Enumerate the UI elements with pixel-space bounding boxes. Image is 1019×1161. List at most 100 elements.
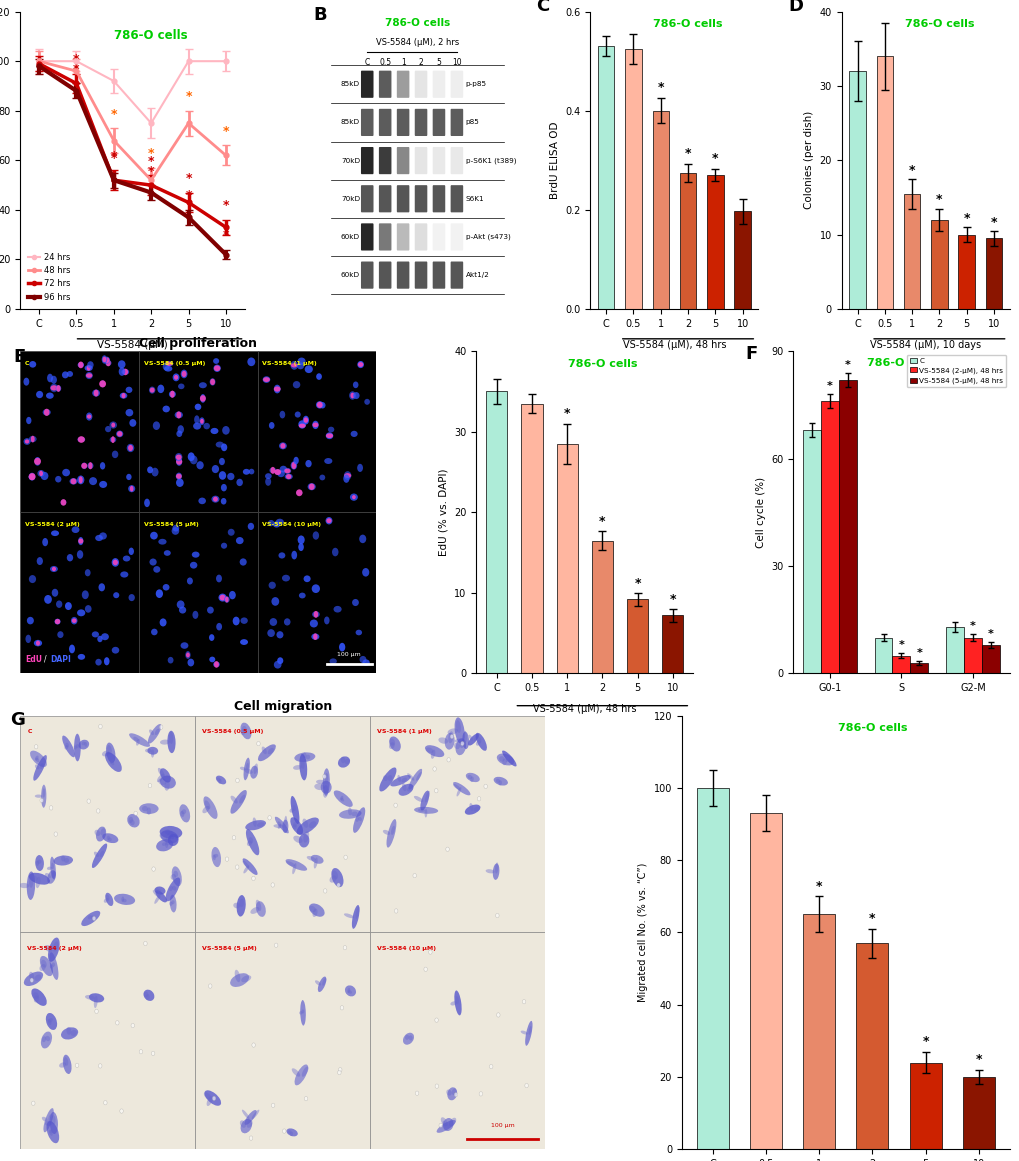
Ellipse shape bbox=[249, 837, 253, 843]
Ellipse shape bbox=[35, 794, 43, 798]
Ellipse shape bbox=[249, 469, 254, 475]
Ellipse shape bbox=[297, 362, 304, 369]
Text: C: C bbox=[25, 361, 30, 366]
Bar bbox=[892, 656, 910, 673]
Ellipse shape bbox=[181, 809, 186, 814]
FancyBboxPatch shape bbox=[432, 109, 445, 136]
Text: *: * bbox=[989, 216, 997, 229]
Ellipse shape bbox=[425, 791, 429, 802]
Circle shape bbox=[95, 1009, 98, 1014]
Ellipse shape bbox=[128, 485, 136, 492]
Ellipse shape bbox=[299, 834, 309, 848]
Ellipse shape bbox=[319, 402, 325, 409]
Bar bbox=[652, 110, 668, 309]
Ellipse shape bbox=[175, 453, 182, 461]
Bar bbox=[139, 352, 258, 512]
Ellipse shape bbox=[160, 830, 178, 843]
Ellipse shape bbox=[26, 616, 34, 625]
FancyBboxPatch shape bbox=[361, 147, 373, 174]
Ellipse shape bbox=[36, 641, 40, 646]
FancyBboxPatch shape bbox=[396, 185, 409, 212]
Ellipse shape bbox=[204, 1090, 221, 1105]
Ellipse shape bbox=[149, 729, 154, 735]
Ellipse shape bbox=[159, 832, 168, 839]
Ellipse shape bbox=[323, 785, 328, 798]
Ellipse shape bbox=[325, 432, 333, 439]
Text: *: * bbox=[915, 648, 921, 658]
Ellipse shape bbox=[344, 986, 356, 996]
Circle shape bbox=[432, 766, 436, 771]
Ellipse shape bbox=[246, 763, 249, 770]
Text: 60kD: 60kD bbox=[340, 233, 360, 240]
Bar bbox=[20, 512, 139, 673]
Circle shape bbox=[434, 788, 437, 793]
Ellipse shape bbox=[154, 888, 159, 893]
Text: B: B bbox=[313, 6, 327, 23]
Ellipse shape bbox=[45, 1120, 53, 1126]
Circle shape bbox=[212, 1096, 216, 1101]
Ellipse shape bbox=[455, 720, 461, 733]
Text: VS-5584 (1 μM): VS-5584 (1 μM) bbox=[262, 361, 317, 366]
Ellipse shape bbox=[85, 742, 88, 747]
Ellipse shape bbox=[459, 741, 465, 748]
Ellipse shape bbox=[299, 1011, 303, 1015]
Ellipse shape bbox=[239, 899, 244, 907]
Ellipse shape bbox=[246, 829, 259, 856]
Circle shape bbox=[30, 978, 34, 982]
Ellipse shape bbox=[309, 903, 324, 917]
Ellipse shape bbox=[71, 526, 79, 533]
Circle shape bbox=[35, 744, 38, 749]
Circle shape bbox=[424, 967, 427, 972]
Ellipse shape bbox=[240, 975, 251, 982]
Ellipse shape bbox=[347, 807, 352, 815]
Ellipse shape bbox=[36, 391, 43, 398]
Ellipse shape bbox=[56, 385, 61, 391]
Ellipse shape bbox=[48, 1115, 52, 1122]
Ellipse shape bbox=[262, 747, 267, 755]
Ellipse shape bbox=[409, 1036, 413, 1040]
Ellipse shape bbox=[39, 470, 43, 476]
Ellipse shape bbox=[30, 361, 37, 368]
Ellipse shape bbox=[305, 366, 313, 373]
Ellipse shape bbox=[338, 643, 345, 651]
Ellipse shape bbox=[452, 783, 470, 795]
FancyBboxPatch shape bbox=[378, 185, 391, 212]
Ellipse shape bbox=[203, 423, 210, 430]
Ellipse shape bbox=[23, 972, 43, 986]
Ellipse shape bbox=[273, 661, 281, 669]
Ellipse shape bbox=[86, 412, 93, 420]
Ellipse shape bbox=[92, 632, 99, 637]
Ellipse shape bbox=[94, 996, 98, 1008]
Ellipse shape bbox=[292, 824, 297, 830]
Ellipse shape bbox=[312, 611, 319, 618]
Text: *: * bbox=[222, 125, 229, 138]
Ellipse shape bbox=[312, 584, 320, 593]
Ellipse shape bbox=[414, 796, 423, 802]
Ellipse shape bbox=[311, 634, 319, 640]
Ellipse shape bbox=[420, 791, 429, 810]
Circle shape bbox=[252, 1043, 255, 1047]
Bar bbox=[625, 49, 641, 309]
Ellipse shape bbox=[40, 956, 53, 976]
Circle shape bbox=[413, 873, 416, 878]
Ellipse shape bbox=[129, 419, 137, 427]
Bar bbox=[981, 644, 999, 673]
Ellipse shape bbox=[293, 456, 299, 464]
Ellipse shape bbox=[263, 376, 270, 383]
FancyBboxPatch shape bbox=[415, 147, 427, 174]
Ellipse shape bbox=[100, 851, 104, 857]
Ellipse shape bbox=[442, 1120, 446, 1127]
Ellipse shape bbox=[442, 1118, 453, 1131]
Ellipse shape bbox=[109, 437, 116, 442]
Ellipse shape bbox=[73, 745, 76, 750]
Ellipse shape bbox=[286, 1128, 298, 1137]
Ellipse shape bbox=[159, 619, 166, 627]
Ellipse shape bbox=[105, 358, 109, 363]
Ellipse shape bbox=[243, 860, 249, 868]
Bar bbox=[909, 1062, 941, 1149]
Ellipse shape bbox=[315, 980, 321, 986]
Ellipse shape bbox=[180, 642, 189, 649]
Text: *: * bbox=[110, 152, 117, 165]
Ellipse shape bbox=[122, 369, 128, 375]
Ellipse shape bbox=[197, 461, 204, 469]
